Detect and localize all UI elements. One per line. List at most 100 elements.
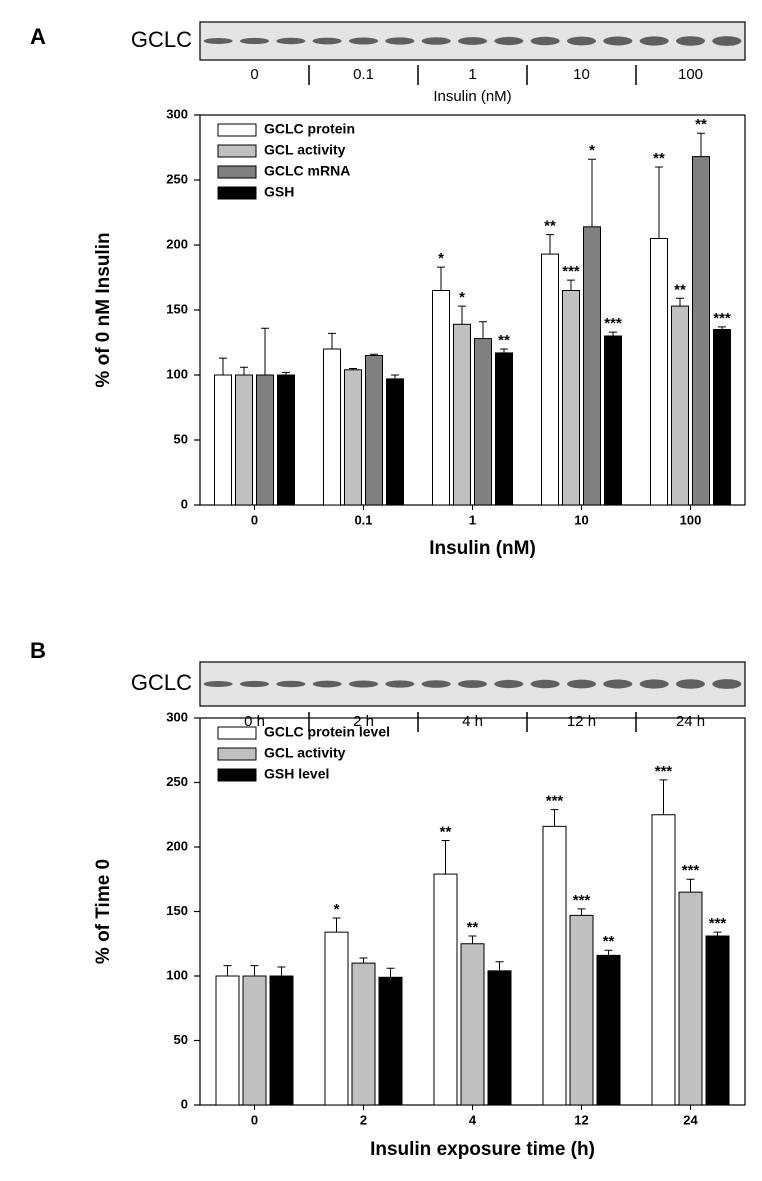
y-tick-label: 50 (174, 431, 188, 446)
blot-band (566, 679, 597, 689)
blot-band (239, 37, 270, 45)
bar (344, 369, 362, 506)
blot-band (639, 679, 669, 689)
y-tick-label: 150 (166, 903, 188, 918)
blot-band (566, 36, 597, 46)
legend-label: GSH (264, 184, 294, 200)
bar (583, 226, 601, 506)
significance: ** (440, 824, 452, 841)
blot-band (530, 679, 560, 689)
blot-band (385, 680, 415, 688)
significance: * (459, 289, 465, 306)
error-bar (250, 965, 259, 976)
error-bar (458, 305, 466, 325)
error-bar (349, 368, 357, 370)
bar (460, 943, 485, 1106)
significance: *** (713, 310, 731, 327)
y-tick-label: 200 (166, 236, 188, 251)
legend-swatch (217, 186, 257, 200)
y-tick-label: 150 (166, 301, 188, 316)
blot-band (348, 680, 379, 688)
error-bar (609, 331, 617, 336)
significance: * (589, 142, 595, 159)
error-bar (328, 332, 336, 349)
error-bar (676, 297, 684, 307)
error-bar (588, 158, 596, 227)
blot-band (675, 36, 706, 46)
significance: *** (655, 763, 673, 780)
blot-lane-label: 12 h (567, 713, 596, 730)
y-tick-label: 0 (181, 1096, 188, 1111)
legend-swatch (217, 747, 257, 761)
error-bar (386, 967, 395, 978)
error-bar (223, 965, 232, 976)
blot-lane-label: 0 h (244, 713, 265, 730)
bar (269, 975, 294, 1106)
blot-band (276, 680, 306, 688)
bar (604, 335, 622, 506)
bar (235, 374, 253, 506)
error-bar (495, 961, 504, 971)
error-bar (219, 357, 227, 375)
error-bar (370, 353, 378, 356)
error-bar (550, 809, 559, 827)
x-axis-title: Insulin (nM) (429, 538, 536, 559)
significance: *** (682, 862, 700, 879)
x-tick-label: 4 (469, 1112, 477, 1127)
blot-lane-label: 0 (250, 66, 258, 83)
bar (671, 305, 689, 506)
bar (474, 338, 492, 506)
x-axis-title: Insulin exposure time (h) (370, 1139, 595, 1160)
blot-band (203, 38, 233, 44)
bar (541, 253, 559, 506)
blot-band (639, 36, 669, 46)
x-tick-label: 1 (469, 512, 476, 527)
blot-lane-label: 1 (468, 66, 476, 83)
legend-swatch (217, 165, 257, 179)
legend-label: GCL activity (264, 745, 346, 761)
y-tick-label: 300 (166, 709, 188, 724)
blot-band (203, 681, 233, 687)
blot-band (239, 680, 270, 688)
legend-swatch (217, 123, 257, 137)
bar (432, 290, 450, 506)
x-tick-label: 12 (574, 1112, 588, 1127)
x-tick-label: 0 (251, 512, 258, 527)
significance: ** (603, 933, 615, 950)
significance: *** (573, 892, 591, 909)
blot-band (348, 37, 379, 45)
error-bar (697, 132, 705, 157)
panel-label: B (30, 638, 46, 663)
legend-label: GSH level (264, 766, 329, 782)
bar (453, 323, 471, 506)
error-bar (567, 279, 575, 291)
error-bar (546, 234, 554, 255)
legend-swatch (217, 726, 257, 740)
blot-label: GCLC (131, 27, 192, 52)
bar (569, 914, 594, 1106)
x-tick-label: 10 (574, 512, 588, 527)
bar (705, 935, 730, 1106)
error-bar (359, 957, 368, 964)
blot-lane-label: 4 h (462, 713, 483, 730)
x-tick-label: 24 (683, 1112, 698, 1127)
blot-lane-label: 10 (573, 66, 590, 83)
panel-label: A (30, 24, 46, 49)
blot-lane-label: 100 (678, 66, 703, 83)
error-bar (659, 779, 668, 815)
blot-band (385, 37, 415, 45)
blot-lane-label: 24 h (676, 713, 705, 730)
bar (277, 374, 295, 506)
legend-label: GCL activity (264, 142, 346, 158)
blot-band (312, 680, 342, 688)
error-bar (441, 840, 450, 875)
bar (542, 825, 567, 1106)
significance: * (334, 901, 340, 918)
blot-axis-label: Insulin (nM) (433, 88, 511, 105)
bar (365, 355, 383, 506)
blot-band (603, 36, 633, 46)
significance: *** (604, 315, 622, 332)
error-bar (500, 348, 508, 353)
significance: * (438, 250, 444, 267)
